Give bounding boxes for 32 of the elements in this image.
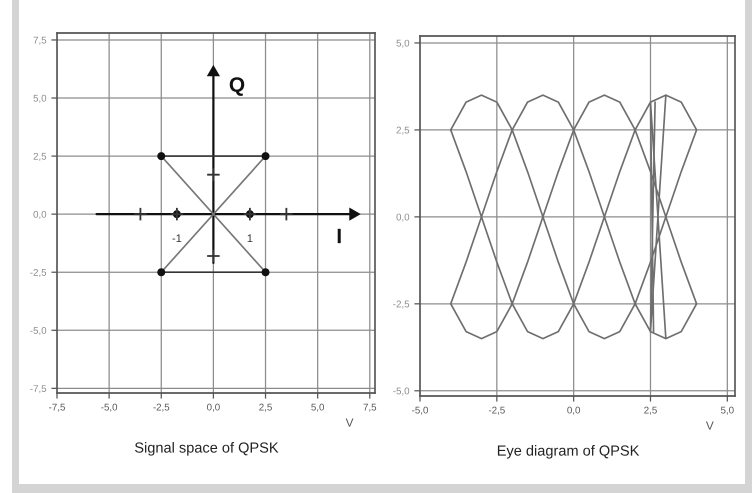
y-tick-label: 5,0 — [396, 40, 410, 48]
y-tick-label: -5,0 — [393, 388, 410, 396]
x-tick-label: -2,5 — [153, 404, 170, 412]
y-tick-label: 0,0 — [33, 210, 46, 219]
x-tick-label: 2,5 — [644, 406, 657, 415]
y-tick-label: 2,5 — [396, 126, 410, 135]
x-tick-label: -5,0 — [101, 404, 118, 412]
x-axis-title: V — [706, 422, 714, 430]
series-label: Q — [230, 77, 244, 96]
annotation: 1 — [248, 234, 252, 242]
x-tick-label: 5,0 — [720, 406, 734, 415]
x-tick-label: 7,5 — [364, 404, 376, 412]
x-tick-label: -2,5 — [488, 406, 505, 415]
y-tick-label: -7,5 — [30, 385, 46, 394]
annotation: -1 — [172, 234, 182, 242]
x-tick-label: 0,0 — [207, 404, 220, 412]
y-tick-label: -2,5 — [393, 300, 410, 309]
text: Eye diagram of QPSK — [498, 445, 640, 459]
x-tick-label: -5,0 — [412, 406, 428, 415]
series-label: I — [338, 228, 341, 244]
y-tick-label: 0,0 — [396, 214, 410, 222]
y-tick-label: -2,5 — [30, 268, 46, 277]
x-tick-label: 5,0 — [311, 404, 324, 412]
y-tick-label: 2,5 — [34, 152, 46, 161]
x-tick-label: 2,5 — [259, 404, 272, 412]
x-tick-label: -7,5 — [49, 404, 65, 412]
y-tick-label: 7,5 — [34, 36, 46, 45]
x-tick-label: 0,0 — [567, 406, 580, 415]
x-axis-title: V — [346, 418, 354, 427]
y-tick-label: -5,0 — [30, 327, 46, 336]
y-tick-label: 5,0 — [33, 94, 46, 103]
text: Signal space of QPSK — [134, 442, 278, 456]
